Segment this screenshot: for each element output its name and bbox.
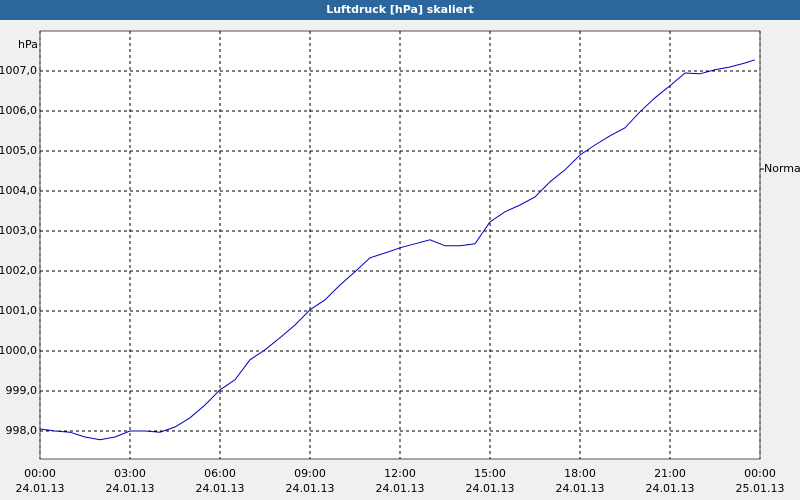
y-tick-label: 1004,0 [0, 184, 37, 197]
y-unit: hPa [18, 38, 38, 51]
x-tick-label: 15:00 [474, 467, 506, 480]
x-tick-label: 09:00 [294, 467, 326, 480]
y-tick-label: 1002,0 [0, 264, 37, 277]
x-tick-label: 18:00 [564, 467, 596, 480]
x-tick-label: 06:00 [204, 467, 236, 480]
x-tick-date: 24.01.13 [646, 482, 695, 495]
x-tick-date: 24.01.13 [196, 482, 245, 495]
x-tick-label: 21:00 [654, 467, 686, 480]
y-tick-label: 1006,0 [0, 104, 37, 117]
x-tick-label: 03:00 [114, 467, 146, 480]
x-tick-label: 12:00 [384, 467, 416, 480]
y-tick-label: 998,0 [6, 424, 38, 437]
x-tick-date: 24.01.13 [286, 482, 335, 495]
x-tick-date: 24.01.13 [376, 482, 425, 495]
x-tick-date: 25.01.13 [736, 482, 785, 495]
plot-area [39, 30, 761, 460]
x-tick-date: 24.01.13 [16, 482, 65, 495]
chart: hPa 998,0 999,0 1000,0 1001,0 1002,0 1003,0 10… [0, 30, 800, 495]
x-tick-label: 00:00 [744, 467, 776, 480]
y-tick-label: 1001,0 [0, 304, 37, 317]
x-tick-date: 24.01.13 [466, 482, 515, 495]
x-tick-label: 00:00 [24, 467, 56, 480]
y-tick-label: 1000,0 [0, 344, 37, 357]
y-tick-label: 1005,0 [0, 144, 37, 157]
y-tick-label: 999,0 [6, 384, 38, 397]
y-tick-label: 1007,0 [0, 64, 37, 77]
x-tick-date: 24.01.13 [556, 482, 605, 495]
x-tick-date: 24.01.13 [106, 482, 155, 495]
y-tick-label: 1003,0 [0, 224, 37, 237]
right-label: Normal [764, 162, 800, 175]
data-line [39, 59, 756, 441]
chart-title: Luftdruck [hPa] skaliert [0, 0, 800, 20]
